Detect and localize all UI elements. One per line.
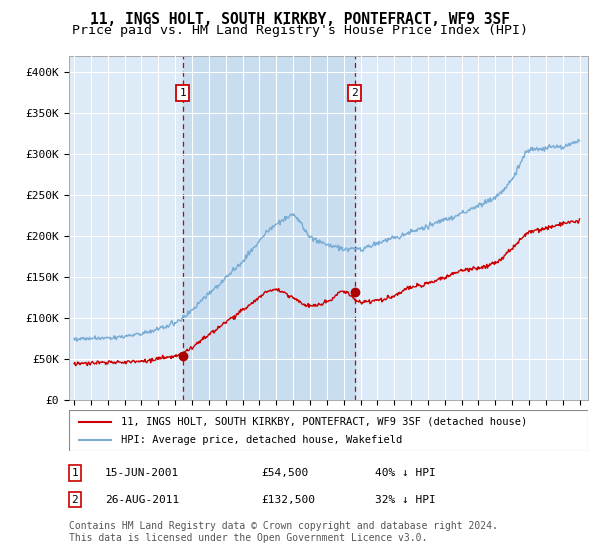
Text: 40% ↓ HPI: 40% ↓ HPI — [375, 468, 436, 478]
Text: HPI: Average price, detached house, Wakefield: HPI: Average price, detached house, Wake… — [121, 435, 402, 445]
Text: Price paid vs. HM Land Registry's House Price Index (HPI): Price paid vs. HM Land Registry's House … — [72, 24, 528, 37]
Text: £54,500: £54,500 — [261, 468, 308, 478]
Text: This data is licensed under the Open Government Licence v3.0.: This data is licensed under the Open Gov… — [69, 533, 427, 543]
Text: 32% ↓ HPI: 32% ↓ HPI — [375, 494, 436, 505]
Text: 15-JUN-2001: 15-JUN-2001 — [105, 468, 179, 478]
Text: £132,500: £132,500 — [261, 494, 315, 505]
Text: Contains HM Land Registry data © Crown copyright and database right 2024.: Contains HM Land Registry data © Crown c… — [69, 521, 498, 531]
Text: 11, INGS HOLT, SOUTH KIRKBY, PONTEFRACT, WF9 3SF: 11, INGS HOLT, SOUTH KIRKBY, PONTEFRACT,… — [90, 12, 510, 27]
Text: 1: 1 — [179, 88, 186, 98]
Text: 2: 2 — [351, 88, 358, 98]
Bar — [183, 56, 355, 400]
Text: 1: 1 — [71, 468, 79, 478]
Text: 26-AUG-2011: 26-AUG-2011 — [105, 494, 179, 505]
Text: 2: 2 — [71, 494, 79, 505]
Text: 11, INGS HOLT, SOUTH KIRKBY, PONTEFRACT, WF9 3SF (detached house): 11, INGS HOLT, SOUTH KIRKBY, PONTEFRACT,… — [121, 417, 527, 427]
